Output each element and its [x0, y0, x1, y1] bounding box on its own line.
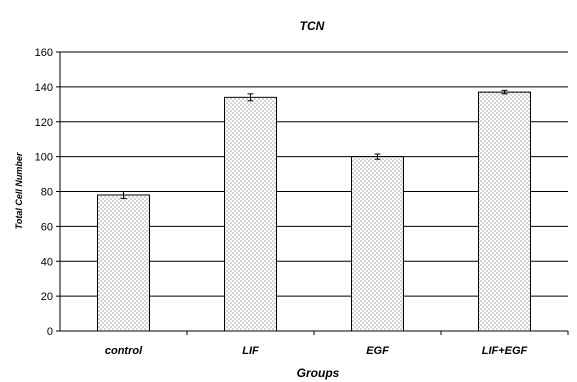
bar [97, 194, 150, 332]
y-tick-label: 160 [35, 47, 53, 59]
y-tick-label: 80 [41, 187, 53, 199]
bar [224, 96, 277, 332]
x-tick-label: LIF+EGF [482, 345, 528, 357]
bar [351, 156, 404, 332]
bar [478, 91, 531, 332]
y-tick-label: 100 [35, 152, 53, 164]
x-tick-label: control [105, 345, 143, 357]
y-tick-label: 60 [41, 221, 53, 233]
y-tick-label: 140 [35, 82, 53, 94]
y-tick-label: 120 [35, 117, 53, 129]
x-axis-label: Groups [297, 366, 340, 380]
y-tick-label: 0 [47, 326, 53, 338]
x-tick-labels: control LIF EGF LIF+EGF [105, 331, 569, 357]
chart-title: TCN [300, 19, 325, 33]
bars [97, 89, 531, 332]
x-tick-label: LIF [242, 345, 259, 357]
y-axis-label: Total Cell Number [14, 152, 24, 229]
y-tick-label: 20 [41, 291, 53, 303]
y-ticks: 0 20 40 60 80 100 120 140 160 [35, 47, 60, 338]
y-tick-label: 40 [41, 256, 53, 268]
x-tick-label: EGF [366, 345, 389, 357]
